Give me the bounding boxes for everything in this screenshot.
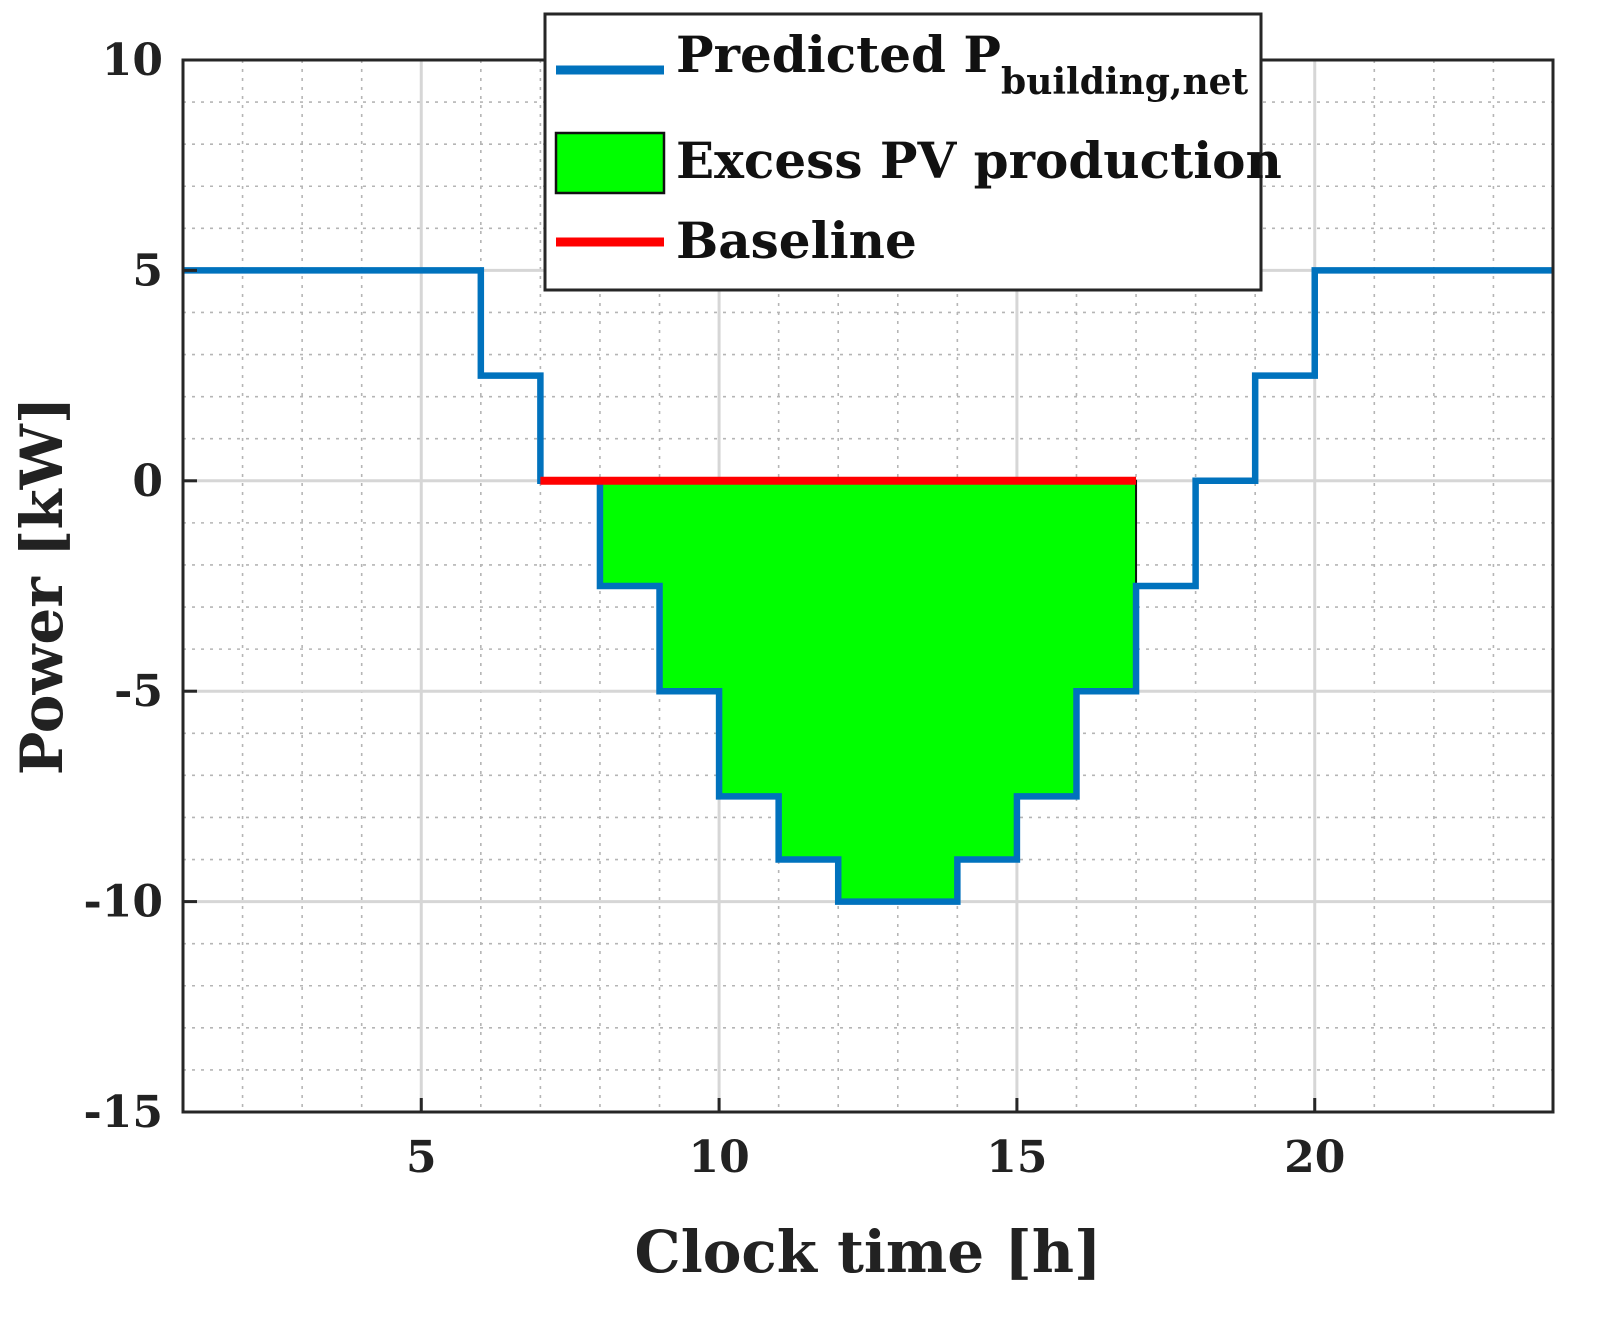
series-layer xyxy=(183,267,1553,905)
x-tick-label: 10 xyxy=(688,1132,749,1183)
y-tick-label: -10 xyxy=(84,877,164,928)
x-tick-label: 5 xyxy=(406,1132,437,1183)
x-axis-label: Clock time [h] xyxy=(635,1218,1102,1286)
legend-label-baseline: Baseline xyxy=(676,211,917,270)
legend-swatch-excess-pv xyxy=(554,131,666,195)
legend-label-predicted: Predicted Pbuilding,net xyxy=(676,25,1249,103)
y-tick-label: 5 xyxy=(132,245,163,296)
legend: Predicted Pbuilding,net Excess PV produc… xyxy=(543,12,1282,292)
y-tick-label: -15 xyxy=(84,1087,164,1138)
y-tick-label: 0 xyxy=(132,456,163,507)
predicted-building-net-line xyxy=(183,267,1553,905)
y-tick-label: -5 xyxy=(114,666,163,717)
legend-label-excess-pv: Excess PV production xyxy=(676,131,1282,190)
legend-label-predicted-subscript: building,net xyxy=(1001,61,1249,103)
y-axis-label: Power [kW] xyxy=(8,397,76,776)
y-tick-label: 10 xyxy=(102,35,163,86)
tick-labels: 5 10 15 20 10 5 0 -5 -10 -15 xyxy=(84,35,1346,1183)
x-tick-label: 20 xyxy=(1284,1132,1345,1183)
legend-label-predicted-main: Predicted P xyxy=(676,25,1001,84)
x-tick-label: 15 xyxy=(986,1132,1047,1183)
